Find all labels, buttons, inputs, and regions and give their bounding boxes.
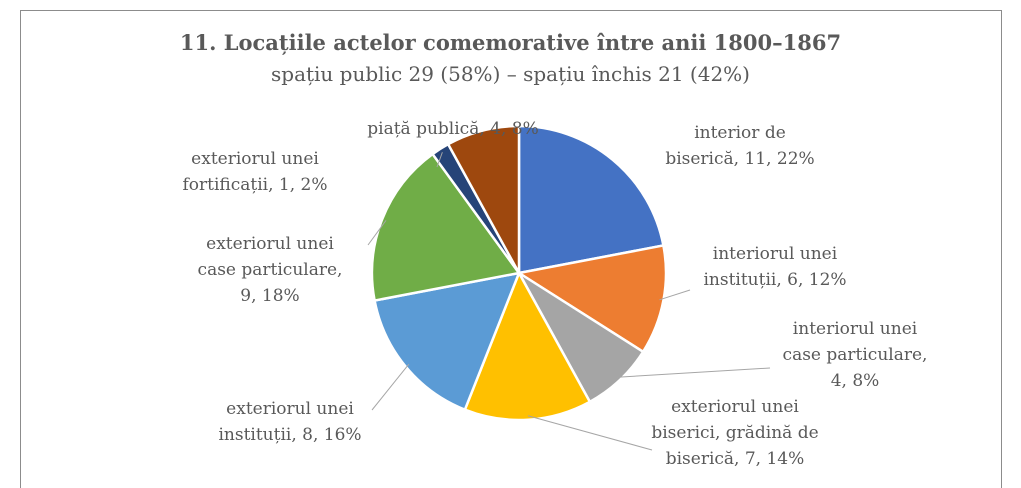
leader-line <box>367 220 387 246</box>
chart-subtitle: spațiu public 29 (58%) – spațiu închis 2… <box>271 62 750 86</box>
chart-title: 11. Locațiile actelor comemorative între… <box>179 30 842 55</box>
leader-line <box>659 289 691 301</box>
leader-line <box>527 415 653 451</box>
data-label: interior de biserică, 11, 22% <box>665 123 815 169</box>
data-label: exteriorul unei biserici, grădină de bis… <box>651 397 819 469</box>
pie-slice <box>373 271 521 412</box>
pie-slice <box>517 124 665 275</box>
data-label: exteriorul unei instituții, 8, 16% <box>218 399 362 445</box>
pie-slice <box>515 243 668 354</box>
chart-frame <box>20 10 1002 488</box>
data-label: exteriorul unei case particulare, 9, 18% <box>197 234 343 306</box>
leader-line <box>436 152 443 168</box>
leader-line <box>371 363 410 411</box>
data-label: piață publică, 4, 8% <box>367 119 539 139</box>
pie-slice <box>463 270 592 422</box>
leader-line <box>616 367 771 378</box>
data-label: interiorul unei instituții, 6, 12% <box>703 244 847 290</box>
data-label: interiorul unei case particulare, 4, 8% <box>782 319 928 391</box>
pie-slice <box>370 152 522 303</box>
data-label: exteriorul unei fortificații, 1, 2% <box>182 149 328 195</box>
pie-slice <box>446 124 521 274</box>
